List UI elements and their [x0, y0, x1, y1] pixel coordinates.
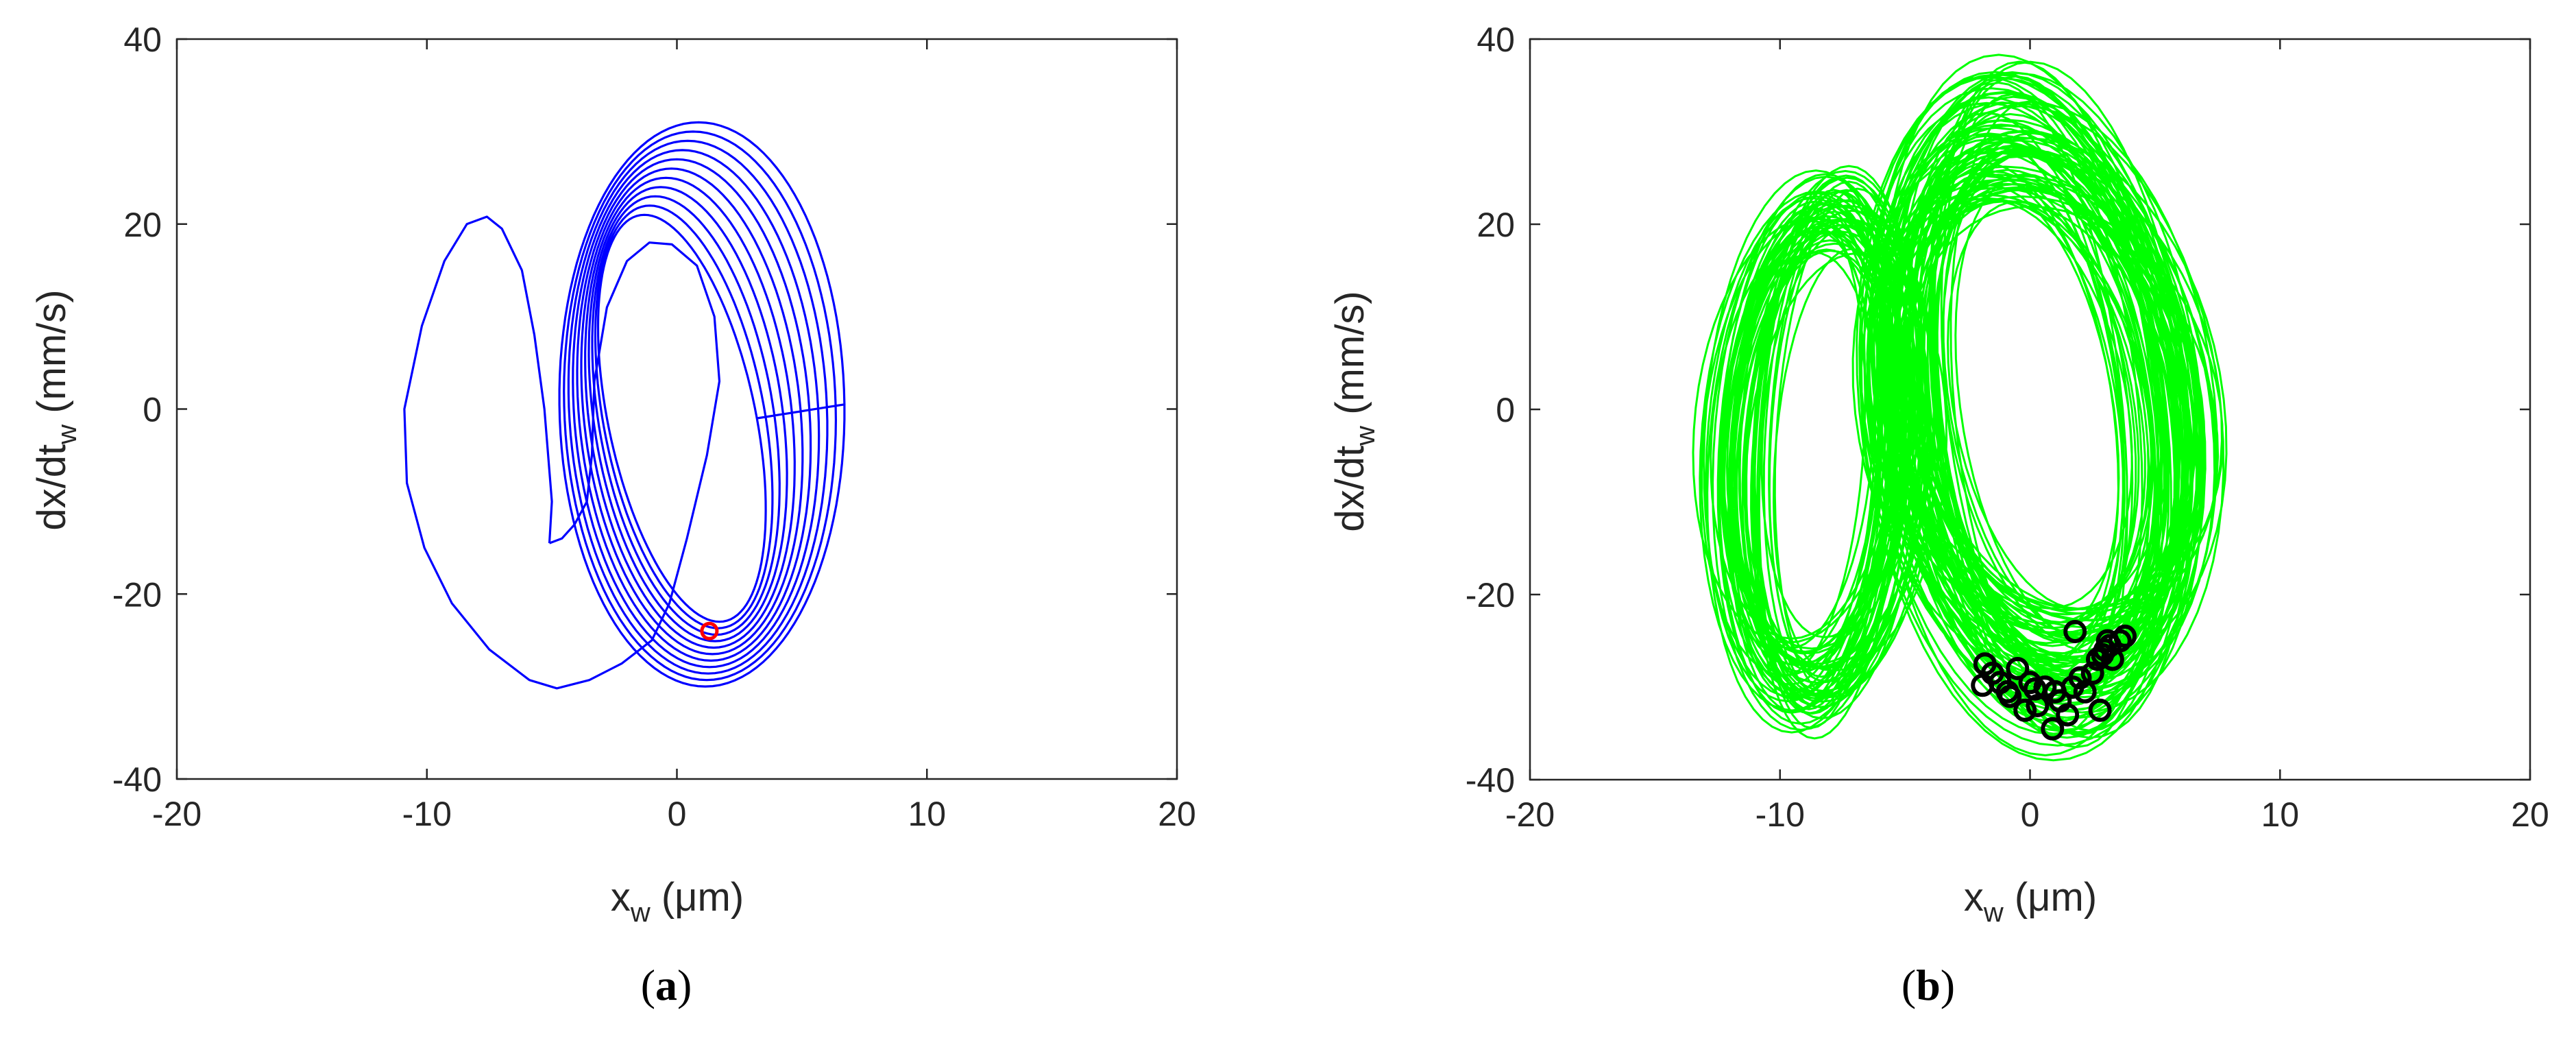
x-tick-label-b-4: 20	[2511, 795, 2549, 834]
plot-b-traces	[1692, 53, 2228, 762]
y-tick-label-a-2: 0	[143, 391, 162, 429]
marker-b-3	[1971, 673, 1995, 697]
y-tick-label-b-2: 0	[1496, 391, 1515, 429]
plot-b-axes	[1529, 38, 2531, 781]
x-tick-label-b-3: 10	[2261, 795, 2299, 834]
plot-a-traces	[403, 121, 846, 690]
y-tick-label-a-0: -40	[112, 760, 162, 799]
y-axis-label-a: dx/dtw (mm/s)	[29, 289, 82, 530]
y-tick-label-b-4: 40	[1477, 21, 1515, 59]
x-tick-label-a-2: 0	[668, 795, 687, 833]
marker-b-24	[2095, 629, 2119, 653]
trajectory-a-transient	[403, 215, 721, 690]
caption-b: (b)	[1901, 961, 1956, 1009]
y-tick-label-a-4: 40	[123, 21, 162, 59]
x-axis-label-b: xw (μm)	[1964, 875, 2097, 928]
plot-a-axes	[175, 38, 1178, 780]
marker-b-17	[2088, 698, 2112, 722]
panel-b: -20 -10 0 10 20 -40 -20 0 20 40 xw (μm) dx/dtw (m…	[1288, 0, 2576, 1043]
marker-b-16	[2080, 661, 2104, 685]
marker-b-15	[2073, 680, 2097, 704]
y-tick-label-b-1: -20	[1466, 576, 1515, 614]
marker-b-12	[2056, 703, 2080, 727]
marker-a-0	[700, 621, 719, 640]
marker-b-8	[2013, 698, 2037, 722]
panel-a: -20 -10 0 10 20 -40 -20 0 20 40 xw (μm) dx/dtw (m…	[29, 21, 1196, 1009]
y-tick-label-b-3: 20	[1477, 206, 1515, 244]
marker-b-29	[2068, 666, 2092, 690]
marker-b-10	[2041, 717, 2065, 741]
y-axis-label-b: dx/dtw (mm/s)	[1328, 291, 1381, 531]
caption-a: (a)	[640, 961, 692, 1009]
caption-a-letter: a	[655, 961, 677, 1009]
x-tick-label-b-1: -10	[1755, 795, 1805, 834]
x-axis-label-a: xw (μm)	[611, 875, 744, 928]
caption-b-letter: b	[1916, 961, 1941, 1009]
x-tick-label-b-2: 0	[2021, 795, 2040, 834]
x-tick-label-a-4: 20	[1158, 795, 1196, 833]
marker-b-7	[2026, 694, 2050, 717]
y-tick-label-a-1: -20	[112, 575, 162, 614]
marker-b-14	[2063, 620, 2087, 643]
x-tick-label-a-1: -10	[402, 795, 452, 833]
y-tick-label-a-3: 20	[123, 206, 162, 244]
marker-b-22	[2108, 629, 2132, 653]
x-tick-label-b-0: -20	[1505, 795, 1555, 834]
marker-b-27	[1995, 680, 2019, 704]
x-tick-label-a-3: 10	[908, 795, 946, 833]
marker-b-5	[2006, 657, 2030, 680]
trajectory-a-spiral	[558, 121, 846, 688]
y-tick-label-b-0: -40	[1466, 761, 1515, 800]
x-tick-label-a-0: -20	[152, 795, 202, 833]
marker-b-25	[2091, 643, 2115, 667]
marker-b-28	[2043, 680, 2067, 704]
trajectory-b-chaotic	[1692, 53, 2228, 762]
